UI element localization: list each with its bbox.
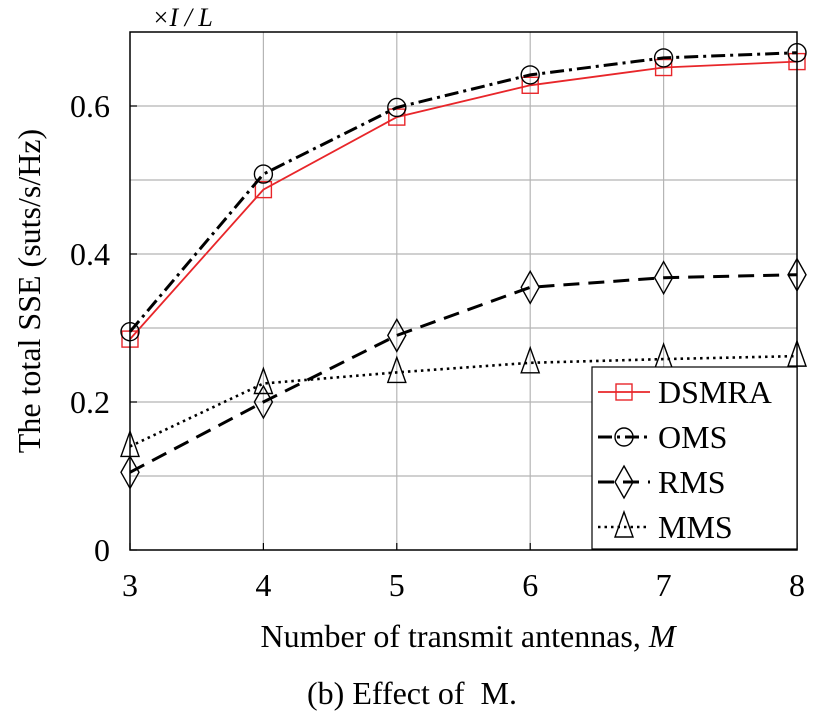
y-axis-label: The total SSE (suts/s/Hz) (11, 129, 47, 453)
x-tick-label: 8 (789, 567, 805, 603)
plot-frame (129, 31, 798, 551)
x-axis-label-variable: M (648, 618, 678, 654)
x-tick-label: 6 (522, 567, 538, 603)
legend-item-dsmra: DSMRA (598, 374, 772, 410)
x-tick-label: 5 (389, 567, 405, 603)
legend-marker-mms (614, 509, 634, 538)
legend-marker-oms (614, 427, 634, 447)
x-axis-label-text: Number of transmit antennas, (261, 618, 649, 654)
data-point-rms (520, 269, 541, 305)
data-point-oms (653, 48, 674, 68)
x-tick-label: 4 (255, 567, 271, 603)
y-tick-label: 0.6 (70, 88, 110, 124)
legend-label-oms: OMS (658, 419, 727, 455)
data-point-oms (520, 65, 540, 85)
data-point-oms (253, 164, 274, 184)
tick-layer: 3 4 5 6 7 8 0 0.2 0.4 0.6 (70, 88, 805, 603)
data-point-rms (386, 317, 407, 353)
legend-items: DSMRA OMS RMS MMS (598, 374, 772, 545)
x-tick-label: 7 (656, 567, 672, 603)
data-point-dsmra (254, 180, 273, 199)
legend-label-rms: RMS (658, 464, 726, 500)
legend-label-dsmra: DSMRA (658, 374, 772, 410)
series-oms (120, 43, 807, 342)
series-line-dsmra (129, 60, 798, 340)
data-point-mms (520, 345, 541, 374)
x-tick-label: 3 (122, 567, 138, 603)
data-point-rms (653, 260, 674, 296)
legend-marker-rms (614, 464, 634, 500)
y-tick-label: 0.2 (70, 384, 110, 420)
series-line-rms (129, 273, 798, 474)
grid-layer (130, 32, 797, 550)
data-point-mms (253, 366, 274, 395)
y-scale-note: ×I / L (152, 3, 213, 32)
y-tick-label: 0 (94, 532, 110, 568)
data-point-dsmra (521, 76, 539, 94)
y-tick-label: 0.4 (70, 236, 110, 272)
series-dsmra (121, 52, 806, 348)
data-point-oms (387, 97, 407, 118)
x-axis-label: Number of transmit antennas, M (261, 618, 678, 654)
legend-item-rms: RMS (598, 464, 726, 500)
data-point-dsmra (654, 58, 673, 77)
data-point-mms (386, 355, 407, 384)
legend: DSMRA OMS RMS MMS (591, 366, 798, 550)
legend-label-mms: MMS (658, 509, 733, 545)
series-line-oms (128, 51, 798, 333)
data-point-rms (253, 384, 274, 420)
legend-item-mms: MMS (598, 509, 733, 545)
legend-marker-dsmra (615, 383, 633, 401)
figure-caption: (b) Effect of M. (307, 675, 517, 711)
legend-item-oms: OMS (598, 419, 727, 455)
